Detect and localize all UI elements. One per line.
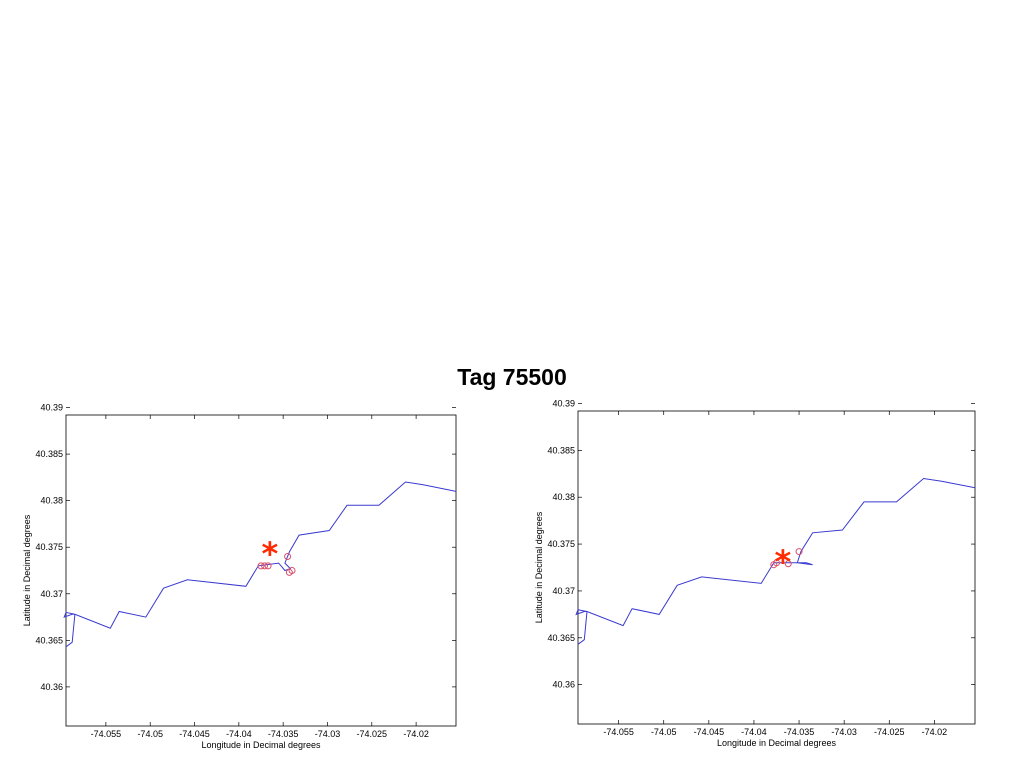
y-tick-label: 40.36	[552, 680, 575, 690]
x-tick-label: -74.02	[403, 729, 429, 739]
y-axis-label: Latitude in Decimal degrees	[22, 514, 32, 626]
x-tick-label: -74.04	[741, 727, 767, 737]
location-marker	[261, 562, 269, 570]
x-axis-label: Longitude in Decimal degrees	[717, 738, 837, 748]
x-tick-label: -74.03	[831, 727, 857, 737]
x-tick-label: -74.05	[137, 729, 163, 739]
x-tick-label: -74.045	[179, 729, 210, 739]
y-tick-label: 40.365	[35, 635, 63, 645]
plot-frame	[65, 414, 457, 727]
x-tick-label: -74.035	[784, 727, 815, 737]
y-tick-label: 40.36	[40, 682, 63, 692]
chart-1: -74.055 -74.05 -74.045 -74.04 -74.035 -74.03 -…	[22, 403, 457, 750]
location-marker	[257, 562, 265, 570]
location-marker	[773, 559, 780, 567]
y-tick-label: 40.375	[35, 542, 63, 552]
x-tick-label: -74.05	[651, 727, 677, 737]
x-tick-label: -74.055	[603, 727, 634, 737]
slide-title: Tag 75500	[457, 364, 567, 390]
x-tick-label: -74.02	[922, 727, 948, 737]
x-tick-label: -74.035	[268, 729, 299, 739]
y-tick-label: 40.37	[40, 589, 63, 599]
y-tick-label: 40.39	[40, 403, 63, 413]
release-star-marker: *	[261, 535, 278, 573]
plot-frame	[577, 410, 976, 725]
location-marker	[264, 562, 272, 570]
y-tick-label: 40.385	[35, 449, 63, 459]
x-tick-label: -74.03	[315, 729, 341, 739]
x-tick-label: -74.055	[91, 729, 122, 739]
y-tick-label: 40.37	[552, 586, 575, 596]
location-marker	[288, 567, 296, 574]
x-axis-label: Longitude in Decimal degrees	[201, 740, 321, 750]
x-tick-label: -74.025	[874, 727, 905, 737]
y-tick-label: 40.365	[547, 633, 575, 643]
y-axis-label: Latitude in Decimal degrees	[534, 511, 544, 623]
release-star-marker: *	[774, 543, 791, 581]
location-marker	[284, 553, 292, 561]
y-tick-label: 40.38	[552, 492, 575, 502]
y-tick-label: 40.385	[547, 445, 575, 455]
x-tick-label: -74.045	[694, 727, 725, 737]
track-line	[63, 481, 457, 648]
x-tick-label: -74.025	[357, 729, 388, 739]
y-tick-label: 40.375	[547, 539, 575, 549]
track-line	[575, 477, 976, 645]
y-tick-label: 40.38	[40, 496, 63, 506]
chart-2: -74.055 -74.05 -74.045 -74.04 -74.035 -74.03 -…	[534, 399, 976, 748]
location-marker	[784, 560, 792, 568]
x-tick-label: -74.04	[226, 729, 252, 739]
y-tick-label: 40.39	[552, 399, 575, 409]
location-marker	[795, 548, 803, 556]
